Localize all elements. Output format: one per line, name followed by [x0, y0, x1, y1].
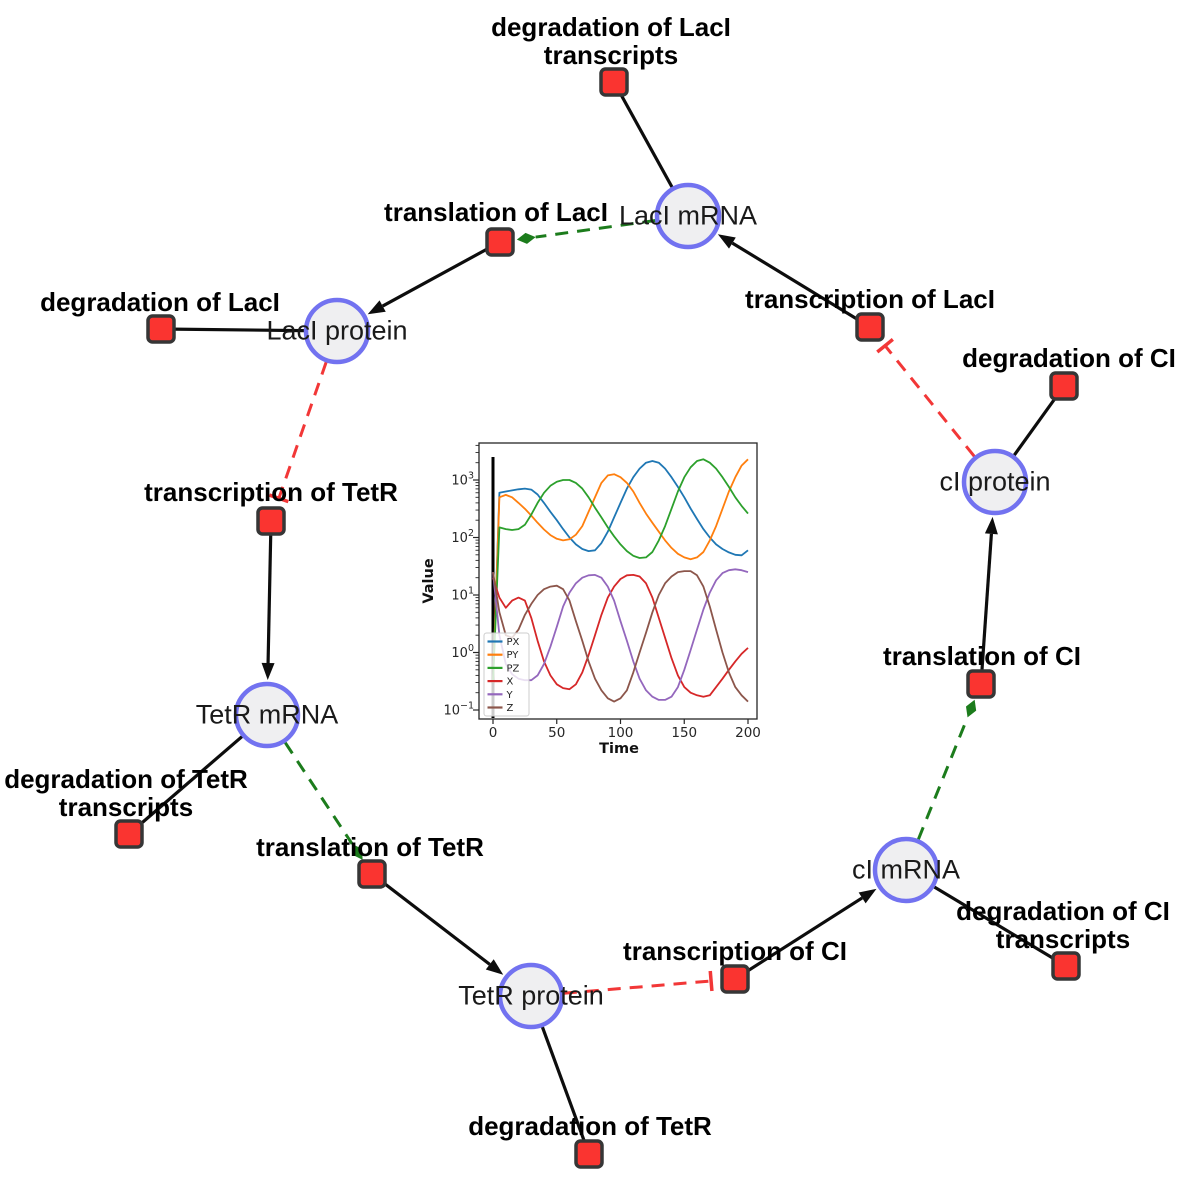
edge-tetr-protein-to-degradation-of-tetr [540, 1026, 591, 1155]
reaction-node-degradation-of-laci-transcripts[interactable] [599, 67, 629, 97]
edge-transcription-of-laci-to-laci-mrna-arrowhead [717, 234, 736, 249]
edge-tetr-protein-to-transcription-of-ci-tbar [708, 970, 714, 992]
edge-ci-protein-to-transcription-of-laci [883, 344, 976, 458]
inset-chart: 103 102 101 100 10−1 0 50 100 150 200 Time Value PX P… [421, 442, 761, 757]
x-tick-label: 200 [735, 725, 761, 741]
reaction-node-transcription-of-ci[interactable] [720, 964, 750, 994]
legend-label: PY [507, 650, 520, 661]
edge-laci-protein-to-degradation-of-laci [160, 327, 305, 333]
series-PY-line [492, 458, 749, 683]
edge-ci-mrna-to-translation-of-ci-diamond [965, 699, 977, 718]
reaction-node-translation-of-ci[interactable] [966, 669, 996, 699]
edge-translation-of-ci-to-ci-protein [979, 533, 994, 685]
legend-label: Y [506, 690, 514, 701]
reaction-node-degradation-of-laci[interactable] [146, 314, 176, 344]
legend-label: Z [507, 703, 514, 714]
y-tick-label: 10−1 [443, 701, 474, 719]
edge-tetr-mrna-to-translation-of-tetr-diamond [352, 843, 363, 860]
edge-tetr-protein-to-transcription-of-ci [563, 979, 712, 995]
edge-translation-of-tetr-to-tetr-protein-arrowhead [485, 959, 504, 975]
x-tick-label: 50 [548, 725, 565, 741]
y-tick-label: 102 [451, 528, 474, 546]
reaction-node-transcription-of-laci[interactable] [855, 312, 885, 342]
edge-translation-of-laci-to-laci-protein-arrowhead [367, 300, 386, 315]
edge-laci-protein-to-transcription-of-tetr-tbar [268, 493, 289, 504]
x-tick-label: 100 [608, 725, 634, 741]
legend-entry-Y: Y [487, 690, 514, 701]
edge-ci-mrna-to-translation-of-ci [916, 716, 969, 840]
nodes-layer [114, 67, 1081, 1169]
edges-layer [127, 81, 1067, 1155]
y-axis-label: Value [421, 558, 437, 604]
series-PX-line [492, 460, 749, 683]
reaction-node-degradation-of-tetr[interactable] [574, 1139, 604, 1169]
edge-tetr-mrna-to-translation-of-tetr [283, 741, 354, 845]
y-tick-label: 101 [451, 586, 474, 604]
edge-translation-of-tetr-to-tetr-protein [371, 872, 491, 966]
edge-transcription-of-laci-to-laci-mrna [731, 241, 871, 329]
edge-transcription-of-ci-to-ci-mrna [734, 896, 864, 981]
series-Z-line [492, 570, 749, 703]
edge-transcription-of-ci-to-ci-mrna-arrowhead [858, 888, 877, 904]
reaction-node-degradation-of-tetr-transcripts[interactable] [114, 819, 144, 849]
edge-transcription-of-tetr-to-tetr-mrna [266, 520, 273, 664]
species-node-ci-protein[interactable] [961, 448, 1029, 516]
legend-label: PX [507, 637, 520, 648]
edge-translation-of-ci-to-ci-protein-arrowhead [984, 516, 998, 535]
edge-translation-of-laci-to-laci-protein [381, 240, 501, 308]
reaction-node-transcription-of-tetr[interactable] [256, 506, 286, 536]
edge-laci-mrna-to-degradation-of-laci-transcripts [612, 81, 674, 188]
species-node-ci-mrna[interactable] [872, 836, 940, 904]
edge-ci-mrna-to-degradation-of-ci-transcripts [933, 885, 1067, 968]
species-node-tetr-protein[interactable] [497, 962, 565, 1030]
series-PZ-line [492, 458, 749, 683]
species-node-tetr-mrna[interactable] [233, 681, 301, 749]
legend-entry-PX: PX [487, 637, 520, 648]
legend-entry-PY: PY [487, 650, 520, 661]
series-X-line [492, 574, 749, 698]
edge-ci-protein-to-transcription-of-laci-tbar [876, 338, 894, 354]
x-axis-label: Time [599, 741, 639, 757]
legend-entry-X: X [487, 677, 514, 688]
legend-entry-PZ: PZ [487, 663, 520, 674]
edge-laci-mrna-to-translation-of-laci [535, 219, 656, 239]
x-tick-label: 0 [489, 725, 498, 741]
edge-tetr-mrna-to-degradation-of-tetr-transcripts [127, 735, 244, 836]
edge-transcription-of-tetr-to-tetr-mrna-arrowhead [261, 662, 275, 681]
edge-laci-protein-to-transcription-of-tetr [277, 361, 328, 499]
series-Y-line [492, 568, 749, 701]
species-node-laci-mrna[interactable] [654, 182, 722, 250]
reaction-node-translation-of-tetr[interactable] [357, 859, 387, 889]
y-tick-label: 100 [451, 643, 474, 661]
edge-laci-mrna-to-translation-of-laci-diamond [516, 232, 536, 244]
x-tick-label: 150 [671, 725, 697, 741]
reaction-node-translation-of-laci[interactable] [485, 227, 515, 257]
legend-label: PZ [507, 663, 520, 674]
reaction-node-degradation-of-ci-transcripts[interactable] [1051, 951, 1081, 981]
species-node-laci-protein[interactable] [303, 297, 371, 365]
y-tick-label: 103 [451, 471, 474, 489]
plot-frame [478, 442, 758, 720]
reaction-node-degradation-of-ci[interactable] [1049, 371, 1079, 401]
legend-entry-Z: Z [487, 703, 514, 714]
legend-label: X [507, 677, 514, 688]
